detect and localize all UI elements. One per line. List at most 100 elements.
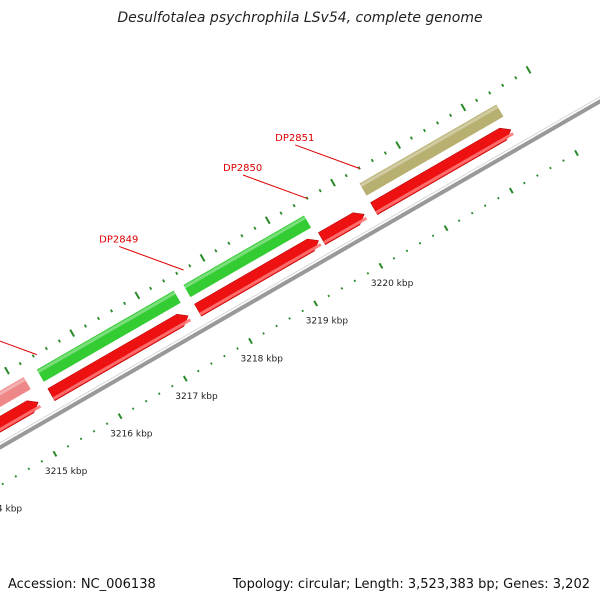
scale-minor-tick bbox=[92, 429, 96, 433]
backbone-highlight bbox=[0, 96, 600, 444]
scale-minor-tick bbox=[431, 234, 435, 238]
scale-major-tick bbox=[508, 187, 514, 194]
gene-feature-bar bbox=[183, 215, 312, 298]
upper-major-tick bbox=[199, 253, 206, 262]
upper-major-tick bbox=[460, 103, 467, 112]
upper-minor-tick bbox=[18, 361, 22, 366]
scale-major-tick bbox=[443, 225, 449, 232]
scale-minor-tick bbox=[223, 354, 226, 358]
gene-label: DP2851 bbox=[275, 133, 314, 144]
scale-major-tick bbox=[52, 450, 58, 457]
upper-major-tick bbox=[264, 216, 271, 225]
upper-minor-tick bbox=[83, 324, 87, 328]
gene-feature-bar bbox=[36, 290, 181, 382]
scale-label: 3218 kbp bbox=[241, 354, 284, 364]
scale-label: 3220 kbp bbox=[371, 279, 414, 289]
scale-minor-tick bbox=[14, 475, 18, 478]
scale-minor-tick bbox=[210, 362, 213, 365]
scale-minor-tick bbox=[549, 166, 552, 170]
scale-label: 3219 kbp bbox=[306, 317, 349, 327]
scale-minor-tick bbox=[470, 211, 474, 215]
scale-minor-tick bbox=[144, 399, 148, 403]
upper-minor-tick bbox=[227, 241, 231, 245]
gene-label: DP2849 bbox=[99, 234, 138, 245]
gene-label-leader bbox=[242, 174, 308, 200]
upper-minor-tick bbox=[292, 203, 296, 208]
gene-feature-highlight bbox=[360, 105, 499, 187]
upper-minor-tick bbox=[44, 346, 48, 351]
scale-minor-tick bbox=[353, 279, 357, 283]
gene-label-leader bbox=[0, 340, 37, 356]
scale-major-tick bbox=[378, 262, 384, 269]
scale-minor-tick bbox=[496, 196, 500, 200]
scale-major-tick bbox=[313, 300, 319, 307]
upper-minor-tick bbox=[149, 286, 153, 291]
upper-minor-tick bbox=[514, 76, 518, 80]
upper-minor-tick bbox=[96, 316, 101, 321]
scale-minor-tick bbox=[170, 384, 174, 388]
upper-minor-tick bbox=[344, 173, 348, 178]
upper-minor-tick bbox=[57, 339, 61, 343]
scale-minor-tick bbox=[288, 317, 291, 320]
scale-minor-tick bbox=[131, 407, 135, 411]
strand-arrow-highlight bbox=[0, 404, 42, 432]
upper-minor-tick bbox=[449, 113, 453, 118]
scale-major-tick bbox=[117, 413, 123, 420]
genome-summary: Topology: circular; Length: 3,523,383 bp… bbox=[232, 577, 590, 592]
upper-minor-tick bbox=[475, 98, 479, 103]
gene-label-leader bbox=[295, 144, 360, 169]
upper-minor-tick bbox=[162, 279, 166, 283]
scale-major-tick bbox=[248, 337, 253, 345]
upper-minor-tick bbox=[370, 158, 374, 163]
scale-minor-tick bbox=[301, 309, 304, 313]
gene-label: DP2850 bbox=[223, 163, 262, 174]
upper-minor-tick bbox=[279, 211, 283, 215]
upper-minor-tick bbox=[383, 151, 387, 155]
scale-minor-tick bbox=[66, 444, 70, 448]
upper-major-tick bbox=[330, 178, 336, 187]
upper-minor-tick bbox=[501, 83, 505, 88]
gene-feature-highlight bbox=[37, 291, 176, 374]
scale-minor-tick bbox=[366, 272, 370, 275]
scale-minor-tick bbox=[523, 181, 526, 185]
upper-major-tick bbox=[69, 329, 76, 338]
strand-arrow-highlight bbox=[52, 318, 192, 400]
scale-minor-tick bbox=[275, 324, 278, 328]
upper-minor-tick bbox=[109, 309, 114, 313]
scale-major-tick bbox=[574, 149, 579, 157]
backbone-line bbox=[0, 99, 600, 450]
upper-minor-tick bbox=[188, 264, 192, 268]
upper-minor-tick bbox=[31, 354, 35, 358]
upper-minor-tick bbox=[422, 128, 427, 133]
upper-minor-tick bbox=[318, 188, 322, 193]
scale-minor-tick bbox=[405, 249, 409, 253]
scale-major-tick bbox=[182, 375, 188, 382]
scale-minor-tick bbox=[40, 460, 44, 463]
scale-minor-tick bbox=[327, 294, 331, 298]
scale-minor-tick bbox=[27, 467, 31, 471]
strand-arrow-highlight bbox=[199, 243, 322, 316]
scale-label: 3217 kbp bbox=[175, 392, 218, 402]
scale-minor-tick bbox=[562, 159, 565, 162]
scale-minor-tick bbox=[418, 241, 422, 245]
upper-minor-tick bbox=[488, 91, 492, 95]
gene-feature-highlight bbox=[183, 216, 307, 289]
accession-label: Accession: NC_006138 bbox=[8, 577, 156, 592]
upper-minor-tick bbox=[435, 121, 440, 125]
scale-minor-tick bbox=[105, 422, 109, 426]
scale-minor-tick bbox=[1, 482, 5, 486]
upper-minor-tick bbox=[253, 226, 257, 230]
scale-minor-tick bbox=[197, 369, 200, 373]
upper-major-tick bbox=[395, 141, 402, 150]
scale-minor-tick bbox=[340, 287, 344, 290]
upper-minor-tick bbox=[123, 301, 127, 306]
map-title: Desulfotalea psychrophila LSv54, complet… bbox=[117, 10, 483, 26]
gene-feature-highlight bbox=[0, 378, 26, 396]
scale-label: 3216 kbp bbox=[110, 430, 153, 440]
scale-minor-tick bbox=[79, 437, 83, 441]
upper-minor-tick bbox=[240, 233, 244, 238]
scale-minor-tick bbox=[457, 219, 461, 223]
gene-feature-bar bbox=[359, 104, 504, 196]
